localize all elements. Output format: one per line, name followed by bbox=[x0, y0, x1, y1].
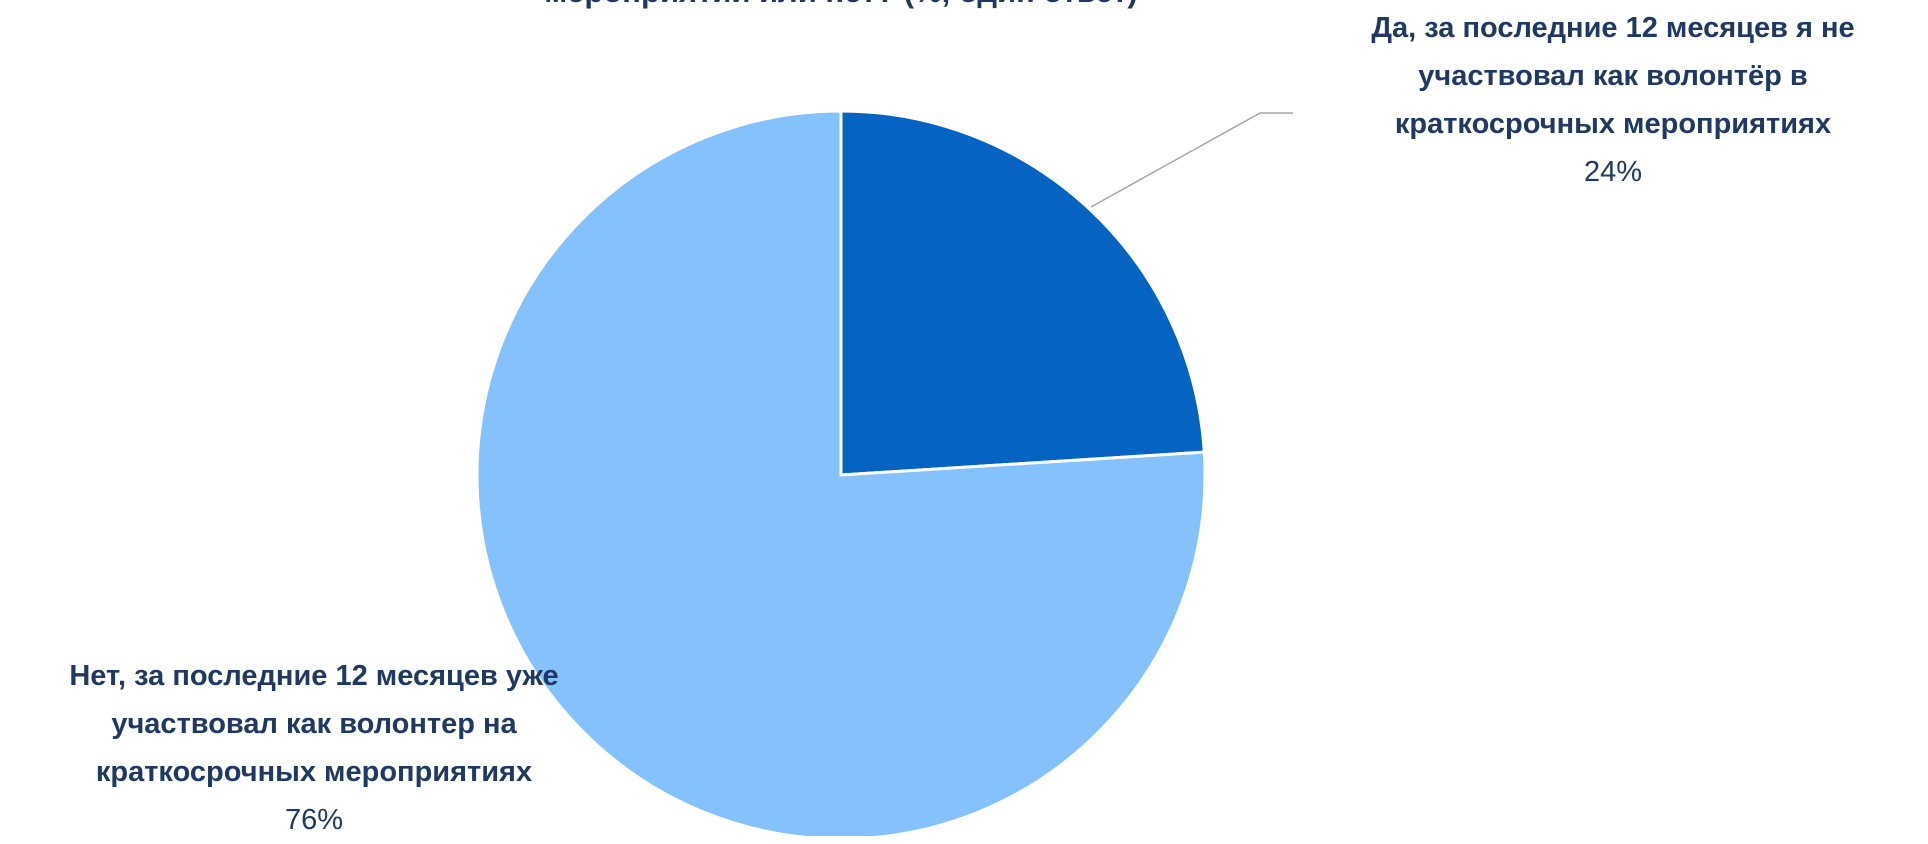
leader-line bbox=[1090, 112, 1293, 208]
value-label: 76% bbox=[284, 804, 344, 836]
category-label: Нет, за последние 12 месяцев уже участво… bbox=[69, 660, 559, 788]
data-label: Да, за последние 12 месяцев я не участво… bbox=[1313, 4, 1913, 196]
data-label: Нет, за последние 12 месяцев уже участво… bbox=[4, 652, 624, 844]
category-label: Да, за последние 12 месяцев я не участво… bbox=[1371, 12, 1855, 140]
value-label: 24% bbox=[1583, 156, 1643, 188]
pie-slice bbox=[475, 109, 1207, 836]
chart-title: мероприятий или нет? (%, один ответ) bbox=[341, 0, 1341, 12]
pie-slice bbox=[839, 109, 1206, 477]
